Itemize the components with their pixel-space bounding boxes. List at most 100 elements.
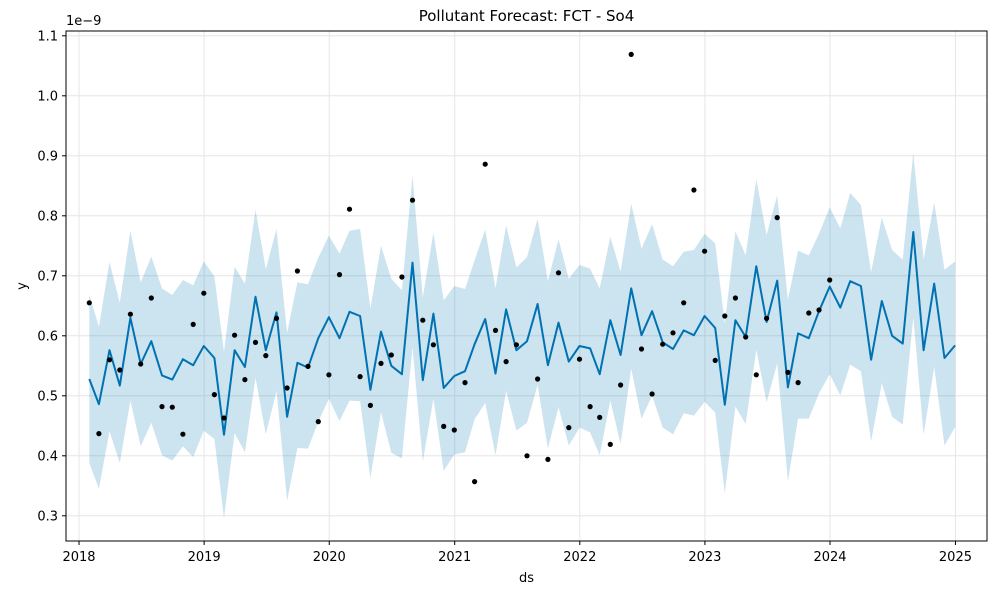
y-axis-ticks: 0.3 0.4 0.5 0.6 0.7 0.8 0.9 1.0 1.1 <box>37 29 66 524</box>
observation-point <box>566 425 572 431</box>
observation-point <box>294 268 300 274</box>
observation-point <box>732 295 739 301</box>
observation-point <box>346 206 353 212</box>
observation-point <box>806 310 812 316</box>
observation-point <box>691 187 697 193</box>
y-offset-label: 1e−9 <box>66 14 101 29</box>
observation-point <box>409 197 416 203</box>
observation-point <box>201 290 207 296</box>
observation-point <box>827 277 833 283</box>
x-tick-label: 2024 <box>813 550 846 565</box>
observation-point <box>535 376 541 382</box>
observation-point <box>326 372 332 378</box>
observation-point <box>441 423 447 429</box>
x-axis-ticks: 2018 2019 2020 2021 2022 2023 2024 2025 <box>62 541 972 565</box>
observation-point <box>743 334 749 340</box>
observation-point <box>180 431 186 437</box>
x-axis-label: ds <box>519 571 534 586</box>
observation-point <box>753 372 759 378</box>
observation-point <box>597 414 603 420</box>
observation-point <box>764 315 770 321</box>
observation-point <box>712 357 718 363</box>
observation-point <box>681 300 687 306</box>
observation-point <box>722 313 728 319</box>
forecast-line-layer <box>88 231 956 436</box>
observation-point <box>378 360 384 366</box>
x-tick-label: 2018 <box>62 550 95 565</box>
y-tick-label: 0.6 <box>37 329 58 344</box>
observation-point <box>618 382 624 388</box>
y-tick-label: 0.7 <box>37 269 58 284</box>
observation-point <box>127 311 133 317</box>
observation-point <box>336 272 343 278</box>
x-tick-label: 2019 <box>188 550 221 565</box>
observation-point <box>159 404 165 410</box>
observation-point <box>420 317 426 323</box>
observation-point <box>513 342 520 348</box>
observation-point <box>451 427 457 433</box>
observation-point <box>795 380 801 386</box>
y-axis-label: y <box>15 282 30 290</box>
x-tick-label: 2025 <box>939 550 972 565</box>
observation-point <box>816 307 822 313</box>
observation-point <box>367 402 373 408</box>
observation-point <box>702 248 708 254</box>
observation-point <box>660 341 666 347</box>
plot-frame <box>65 30 988 542</box>
observation-point <box>628 51 634 58</box>
y-tick-label: 0.4 <box>37 449 58 464</box>
observation-point <box>138 361 144 367</box>
observation-point <box>545 456 551 462</box>
observation-point <box>273 315 280 321</box>
observation-point <box>462 380 468 386</box>
observation-points <box>86 51 833 485</box>
observation-point <box>86 300 92 306</box>
x-tick-label: 2021 <box>438 550 471 565</box>
observation-point <box>638 346 645 352</box>
observation-point <box>211 392 217 398</box>
observation-point <box>555 270 562 276</box>
x-tick-label: 2022 <box>563 550 596 565</box>
observation-point <box>774 215 780 221</box>
observation-point <box>587 404 593 410</box>
observation-point <box>503 359 509 365</box>
y-tick-label: 0.3 <box>37 509 58 524</box>
uncertainty-band <box>89 152 956 519</box>
observation-point <box>190 321 196 327</box>
observation-point <box>576 356 583 362</box>
observation-point <box>305 363 311 369</box>
observation-point <box>263 353 269 359</box>
observation-point <box>399 274 405 280</box>
observation-point <box>472 479 478 485</box>
observation-point <box>670 330 676 336</box>
observation-point <box>388 352 394 358</box>
observation-point <box>785 369 791 375</box>
observation-point <box>482 161 488 167</box>
x-tick-label: 2020 <box>313 550 346 565</box>
observation-point <box>315 419 321 425</box>
observation-point <box>106 357 113 363</box>
observation-point <box>96 431 102 437</box>
observation-point <box>169 404 175 410</box>
y-tick-label: 0.8 <box>37 209 58 224</box>
observation-point <box>252 339 259 345</box>
observation-point <box>148 295 154 301</box>
observation-point <box>242 377 248 383</box>
y-tick-label: 1.1 <box>37 29 58 44</box>
forecast-line <box>88 231 956 436</box>
x-tick-label: 2023 <box>688 550 721 565</box>
observation-point <box>607 441 613 447</box>
observation-point <box>232 332 238 338</box>
observation-point <box>221 415 227 421</box>
uncertainty-band-layer <box>89 152 956 519</box>
observation-point <box>649 391 655 397</box>
observation-point <box>492 327 499 333</box>
y-tick-label: 0.5 <box>37 389 58 404</box>
observation-point <box>117 367 123 373</box>
observation-point <box>524 453 530 459</box>
observation-point <box>430 342 436 348</box>
chart-title: Pollutant Forecast: FCT - So4 <box>419 7 635 25</box>
observation-point <box>357 374 363 380</box>
